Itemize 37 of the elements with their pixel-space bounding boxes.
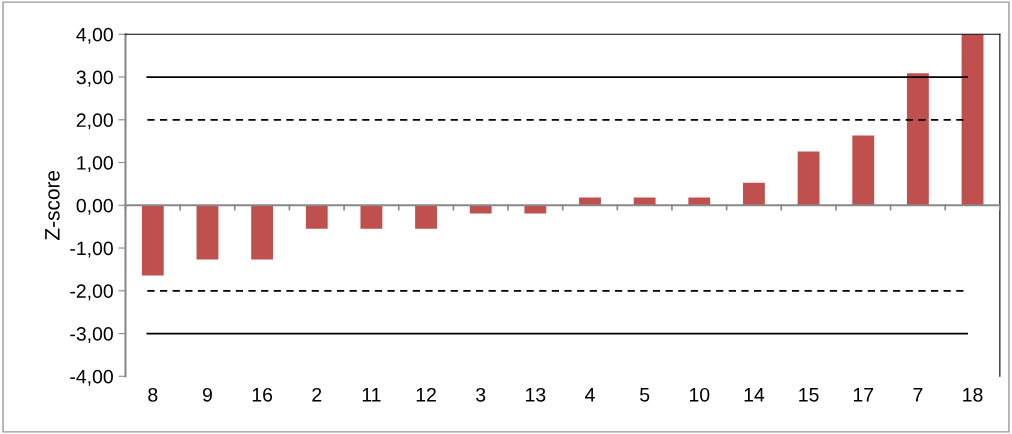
bar: [196, 205, 219, 260]
y-axis-title: Z-score: [45, 170, 60, 240]
x-tick-label: 18: [963, 387, 983, 402]
x-tick-label: 15: [799, 388, 819, 402]
x-tick-label: 8: [148, 387, 158, 402]
x-tick-label: 10: [689, 387, 710, 402]
y-tick-label: 2,00: [76, 113, 113, 130]
y-tick-label: 3,00: [76, 70, 113, 87]
x-tick-label: 11: [362, 388, 381, 402]
y-tick-label: 1,00: [77, 156, 113, 173]
x-tick-label: 2: [312, 387, 322, 402]
bar: [305, 205, 328, 229]
y-tick-label: 4,00: [76, 27, 113, 44]
bar: [906, 73, 929, 206]
x-tick-label: 16: [252, 387, 273, 402]
bar: [141, 205, 164, 276]
y-tick-label: -1,00: [70, 241, 113, 258]
bar: [251, 205, 274, 260]
x-tick-label: 14: [744, 388, 765, 402]
bar: [852, 135, 875, 206]
x-tick-label: 17: [853, 388, 874, 402]
x-tick-label: 7: [913, 388, 923, 402]
y-tick-label: -4,00: [70, 369, 113, 386]
x-tick-label: 12: [416, 387, 436, 402]
bar: [360, 205, 383, 229]
x-tick-label: 5: [640, 388, 650, 402]
y-tick-label: -3,00: [70, 327, 113, 344]
y-tick-label: -2,00: [70, 284, 113, 301]
x-tick-label: 4: [585, 388, 595, 402]
bar: [961, 34, 984, 206]
x-tick-label: 9: [202, 387, 212, 402]
x-tick-label: 3: [476, 387, 486, 402]
bar: [797, 151, 820, 206]
bar: [415, 205, 437, 229]
x-tick-label: 13: [526, 387, 546, 402]
y-tick-label: 0,00: [76, 198, 113, 215]
bar: [743, 182, 765, 206]
